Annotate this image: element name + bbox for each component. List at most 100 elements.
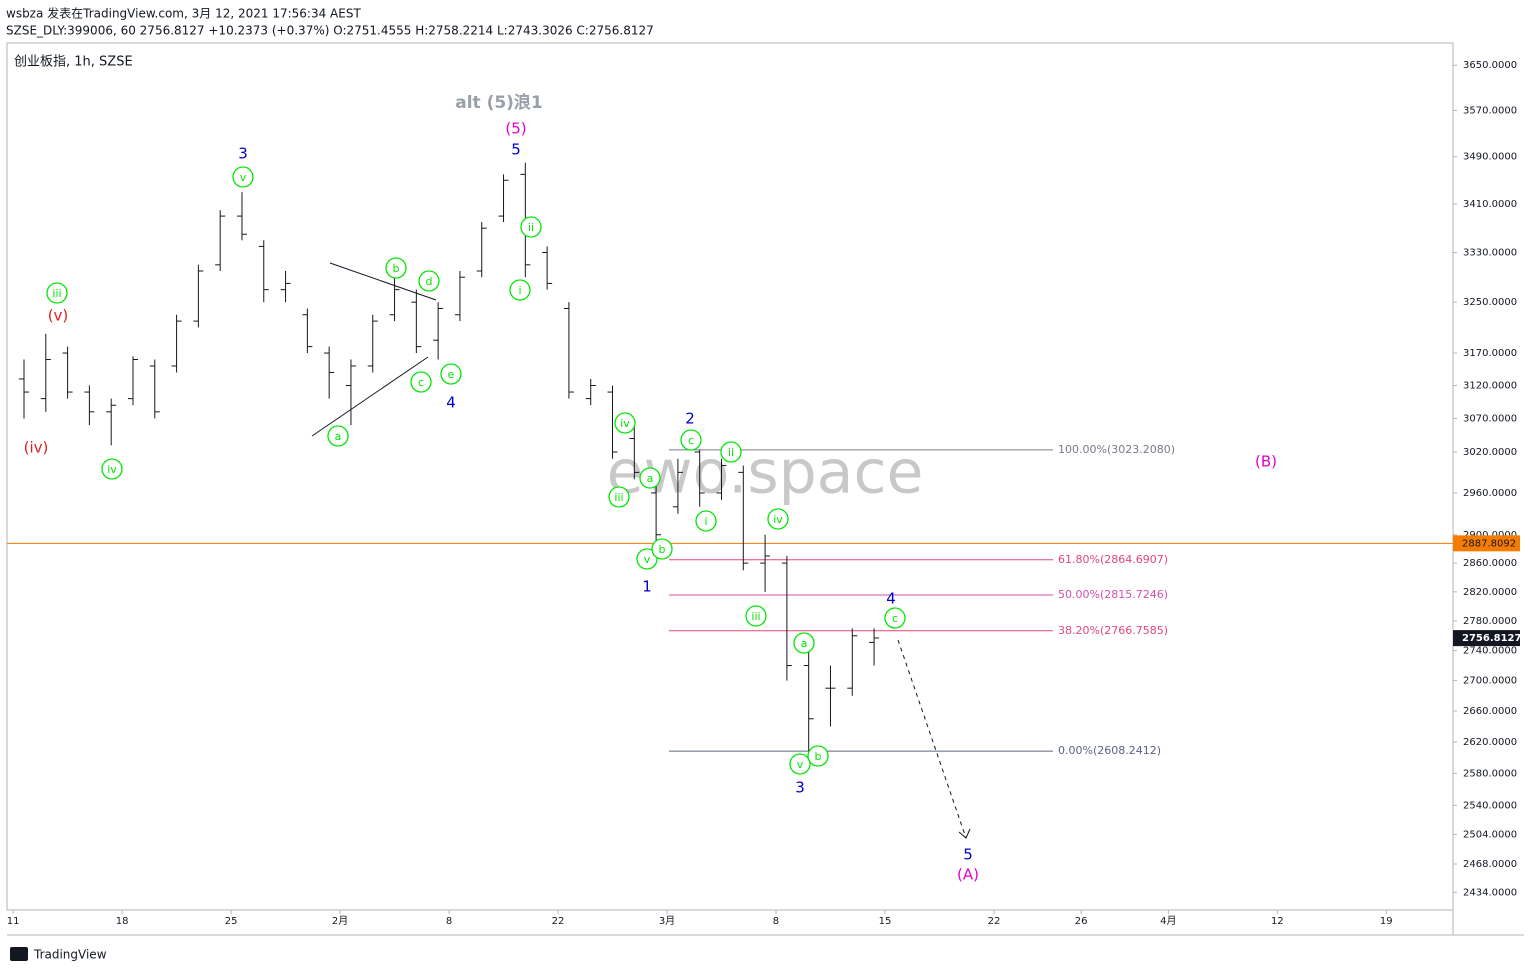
- wave-label-minor: v: [797, 758, 804, 771]
- wave-label-minor: ii: [728, 446, 734, 459]
- y-tick-label: 3650.0000: [1463, 60, 1517, 71]
- brand-name: TradingView: [33, 948, 107, 962]
- x-tick-label: 3月: [659, 915, 675, 927]
- x-tick-label: 11: [7, 916, 20, 927]
- x-tick-label: 8: [446, 916, 452, 927]
- y-tick-label: 2580.0000: [1463, 768, 1517, 779]
- y-tick-label: 2700.0000: [1463, 676, 1517, 687]
- wave-label-minor: i: [704, 515, 707, 528]
- wave-label: alt (5)浪1: [455, 92, 543, 113]
- x-tick-label: 12: [1271, 916, 1284, 927]
- x-tick-label: 22: [988, 916, 1001, 927]
- fib-label: 100.00%(3023.2080): [1058, 443, 1175, 456]
- brand-logo: [10, 947, 28, 961]
- x-tick-label: 15: [879, 916, 892, 927]
- wave-circle: [608, 486, 630, 508]
- wave-label: 1: [642, 578, 652, 596]
- y-tick-label: 2740.0000: [1463, 646, 1517, 657]
- x-tick-label: 2月: [332, 915, 348, 927]
- wave-circle: [418, 270, 440, 292]
- projection-arrow: [897, 639, 967, 839]
- y-tick-label: 2960.0000: [1463, 488, 1517, 499]
- wave-label-minor: iv: [107, 463, 117, 476]
- price-label-box: [1453, 535, 1520, 552]
- wave-label-minor: a: [801, 637, 808, 650]
- wave-circle: [509, 279, 531, 301]
- wave-label-minor: c: [418, 376, 424, 389]
- wave-circle: [745, 605, 767, 627]
- x-tick-label: 25: [225, 916, 238, 927]
- wave-circle: [101, 458, 123, 480]
- y-tick-label: 3330.0000: [1463, 248, 1517, 259]
- wave-label: 5: [963, 846, 973, 864]
- y-tick-label: 2820.0000: [1463, 587, 1517, 598]
- wave-label-minor: iii: [52, 287, 61, 300]
- y-tick-label: 2860.0000: [1463, 558, 1517, 569]
- y-tick-label: 3020.0000: [1463, 447, 1517, 458]
- fib-label: 38.20%(2766.7585): [1058, 624, 1168, 637]
- wave-circle: [636, 548, 658, 570]
- wave-label: (B): [1255, 453, 1277, 471]
- wave-label: 4: [886, 590, 896, 608]
- wave-label-minor: iii: [614, 491, 623, 504]
- y-tick-label: 2504.0000: [1463, 829, 1517, 840]
- brand: TradingView: [10, 947, 107, 962]
- y-tick-label: 3170.0000: [1463, 348, 1517, 359]
- wave-label-minor: v: [644, 553, 651, 566]
- wave-label-minor: b: [659, 543, 666, 556]
- y-tick-label: 2660.0000: [1463, 706, 1517, 717]
- fib-label: 61.80%(2864.6907): [1058, 553, 1168, 566]
- wave-circle: [884, 607, 906, 629]
- y-tick-label: 2620.0000: [1463, 737, 1517, 748]
- wave-circle: [789, 753, 811, 775]
- y-tick-label: 3070.0000: [1463, 413, 1517, 424]
- wave-circle: [651, 538, 673, 560]
- wave-label: (5): [505, 120, 526, 138]
- wave-circle: [327, 425, 349, 447]
- wave-label-minor: ii: [528, 221, 534, 234]
- wave-label-minor: d: [426, 275, 433, 288]
- trendline: [311, 356, 429, 437]
- price-label: 2887.8092: [1462, 538, 1516, 549]
- watermark: ewo.space: [607, 438, 924, 508]
- trendline: [329, 262, 437, 301]
- wave-circle: [614, 412, 636, 434]
- fib-label: 50.00%(2815.7246): [1058, 588, 1168, 601]
- wave-circle: [520, 216, 542, 238]
- wave-circle: [46, 282, 68, 304]
- last-price-label: 2756.8127: [1462, 633, 1522, 644]
- wave-circle: [639, 467, 661, 489]
- wave-label-minor: b: [815, 750, 822, 763]
- wave-label: 5: [511, 141, 521, 159]
- x-tick-label: 8: [773, 916, 779, 927]
- wave-circle: [720, 441, 742, 463]
- chart-title: 创业板指, 1h, SZSE: [14, 55, 133, 70]
- x-tick-label: 22: [552, 916, 565, 927]
- y-tick-label: 2900.0000: [1463, 530, 1517, 541]
- x-tick-label: 19: [1380, 916, 1393, 927]
- wave-label-minor: b: [393, 262, 400, 275]
- wave-label-minor: c: [688, 434, 694, 447]
- wave-label: 2: [685, 410, 695, 428]
- wave-circle: [807, 745, 829, 767]
- x-tick-label: 26: [1075, 916, 1088, 927]
- wave-label: (iv): [24, 439, 49, 457]
- arrow-head: [958, 828, 971, 839]
- wave-label: 3: [795, 779, 805, 797]
- wave-label-minor: a: [647, 472, 654, 485]
- wave-label-minor: iv: [773, 513, 783, 526]
- wave-label: (A): [957, 866, 979, 884]
- x-tick-label: 18: [116, 916, 129, 927]
- wave-label: 3: [238, 145, 248, 163]
- wave-label: (v): [48, 307, 69, 325]
- wave-circle: [695, 510, 717, 532]
- y-tick-label: 3120.0000: [1463, 380, 1517, 391]
- wave-label-minor: iv: [620, 417, 630, 430]
- wave-circle: [767, 508, 789, 530]
- wave-label-minor: c: [892, 612, 898, 625]
- wave-label-minor: a: [335, 430, 342, 443]
- wave-label: 4: [446, 394, 456, 412]
- y-tick-label: 3410.0000: [1463, 199, 1517, 210]
